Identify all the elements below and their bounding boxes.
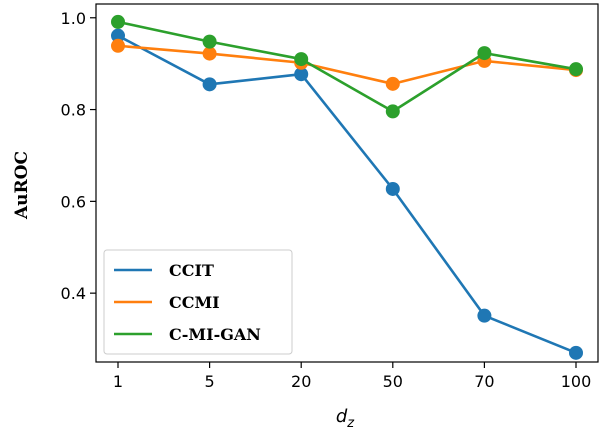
x-tick-label: 70 [474, 372, 494, 391]
series-c-mi-gan [111, 14, 583, 119]
data-point [111, 38, 125, 53]
data-point [477, 308, 492, 323]
legend-label: C-MI-GAN [169, 325, 261, 344]
data-point [294, 67, 309, 82]
x-tick-label: 100 [561, 372, 592, 391]
legend-box [103, 249, 293, 355]
legend: CCIT CCMI C-MI-GAN [103, 249, 293, 355]
x-axis-label: dz [336, 406, 355, 430]
series-line [117, 44, 577, 86]
series-line [117, 20, 577, 113]
data-point [202, 34, 217, 49]
series-line [117, 34, 577, 355]
y-tick-label: 0.8 [61, 101, 86, 120]
x-tick-label: 50 [383, 372, 403, 391]
data-point [111, 14, 125, 29]
legend-label: CCIT [169, 261, 214, 280]
data-point [385, 104, 400, 119]
series-layer [111, 14, 583, 360]
data-point [385, 76, 400, 91]
x-axis-label-main: d [336, 406, 348, 427]
y-tick-label: 0.4 [61, 284, 86, 303]
legend-label: CCMI [169, 293, 220, 312]
y-tick-label: 1.0 [61, 9, 86, 28]
data-point [385, 181, 400, 196]
data-point [477, 46, 492, 61]
axes-layer: 1 5 20 50 70 100 0.4 0.6 0.8 1.0 [61, 9, 592, 391]
x-tick-label: 1 [113, 372, 123, 391]
data-point [202, 46, 217, 61]
plot-frame [95, 3, 599, 363]
series-ccmi [111, 38, 583, 91]
data-point [569, 62, 583, 77]
y-tick-label: 0.6 [61, 192, 86, 211]
x-axis-label-sub: z [346, 416, 355, 430]
data-point [202, 77, 217, 92]
data-point [569, 345, 583, 360]
x-tick-label: 20 [291, 372, 311, 391]
data-point [294, 52, 309, 67]
y-axis-label: AuROC [12, 151, 32, 220]
data-point [111, 28, 125, 43]
plot-area [95, 3, 599, 363]
x-tick-label: 5 [205, 372, 215, 391]
series-ccit [111, 28, 583, 360]
